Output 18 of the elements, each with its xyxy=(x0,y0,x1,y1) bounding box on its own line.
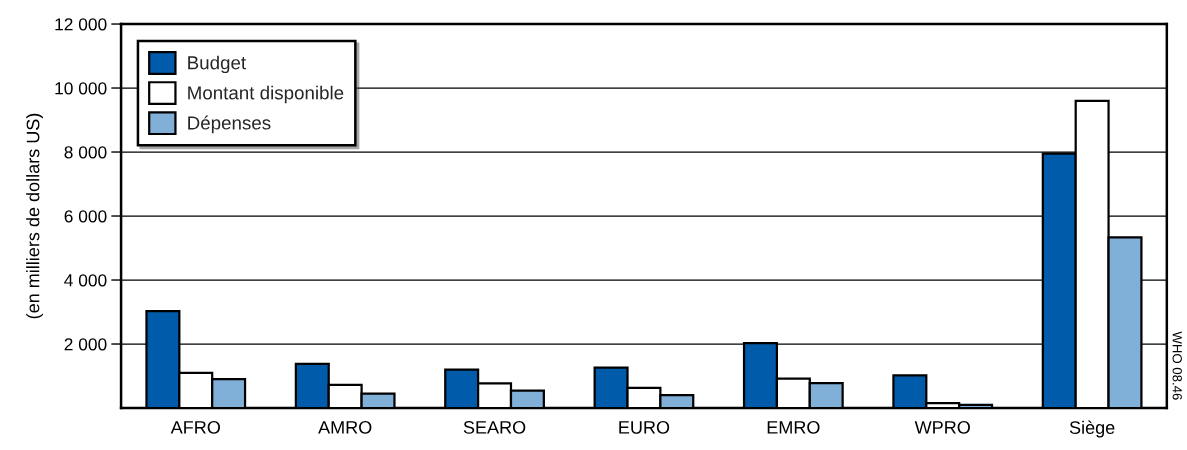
y-tick-label: 2 000 xyxy=(64,338,107,351)
text: WHO 08.46 xyxy=(1172,331,1182,400)
x-tick-label: EMRO xyxy=(767,420,820,434)
y-tick-label: 10 000 xyxy=(55,82,107,95)
x-tick-label: WPRO xyxy=(914,420,970,434)
legend-label: Montant disponible xyxy=(188,85,344,104)
x-tick-label: Siège xyxy=(1069,420,1115,438)
y-tick-label: 8 000 xyxy=(64,146,107,159)
y-tick-label: 12 000 xyxy=(55,18,107,31)
x-tick-label: AMRO xyxy=(318,420,372,434)
y-tick-label: 6 000 xyxy=(64,210,107,223)
x-tick-label: AFRO xyxy=(170,420,220,434)
y-tick-label: 4 000 xyxy=(64,274,107,287)
y-axis-title: (en milliers de dollars US) xyxy=(26,113,43,319)
legend-label: Dépenses xyxy=(188,115,271,134)
x-tick-label: EURO xyxy=(619,420,670,434)
x-tick-label: SEARO xyxy=(463,420,526,434)
legend-label: Budget xyxy=(188,55,246,74)
